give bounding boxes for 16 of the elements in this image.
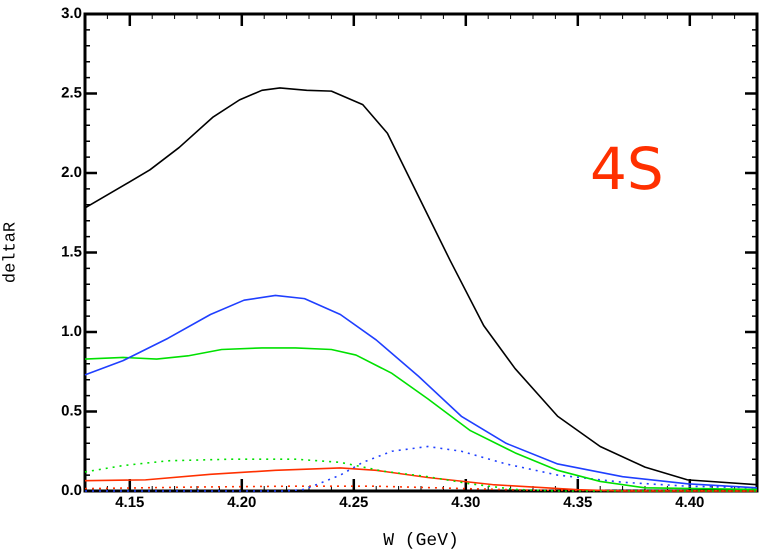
x-tick-label: 4.20 [227,494,256,512]
y-axis-title: deltaR [2,222,21,284]
x-tick-label: 4.40 [675,494,704,512]
y-tick-label: 0.5 [61,402,82,420]
x-tick-label: 4.15 [115,494,144,512]
x-tick-label: 4.25 [339,494,368,512]
y-tick-label: 2.0 [61,164,82,182]
x-tick-label: 4.35 [563,494,592,512]
annotation: 4S [590,135,664,203]
y-tick-label: 3.0 [61,5,82,22]
y-tick-label: 1.5 [61,244,82,261]
x-tick-label: 4.30 [451,494,480,512]
y-tick-label: 2.5 [61,84,82,102]
y-tick-label: 1.0 [61,323,82,340]
x-axis-title: W (GeV) [383,530,459,551]
y-tick-label: 0.0 [61,482,82,500]
